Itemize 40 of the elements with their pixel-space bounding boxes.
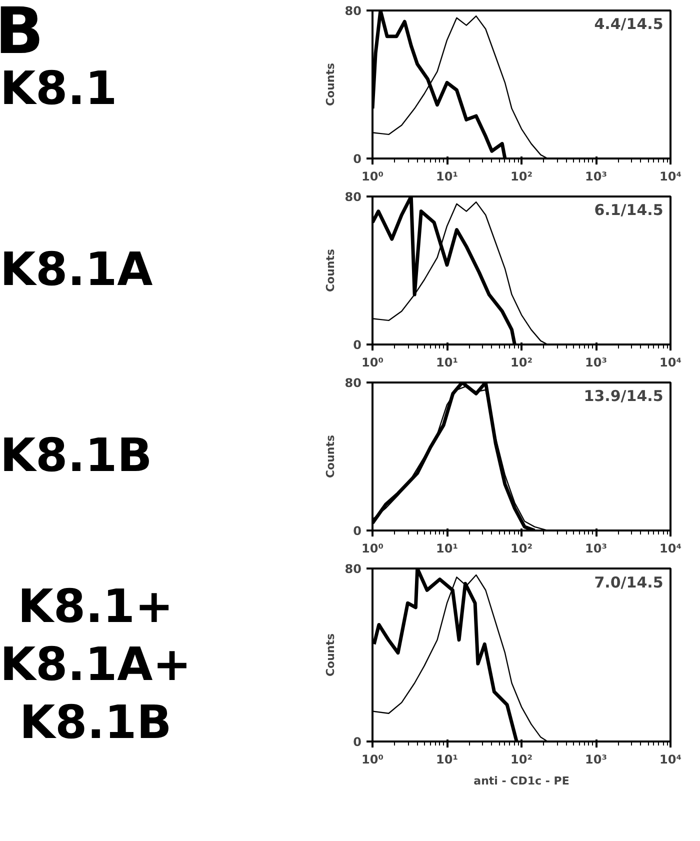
annotation: 4.4/14.5 [594,14,664,33]
annotation: 6.1/14.5 [594,200,664,219]
x-tick-label: 10² [510,170,532,184]
x-tick-label: 10⁴ [660,542,682,556]
y-tick-label: 0 [353,338,362,352]
x-tick-label: 10¹ [436,356,458,370]
x-tick-label: 10⁰ [362,542,384,556]
x-tick-label: 10³ [585,542,607,556]
y-tick-label: 80 [344,562,362,576]
x-tick-label: 10⁴ [660,752,682,766]
text: K8.1A [0,241,153,298]
y-axis-title: Counts [324,434,337,478]
x-tick-label: 10² [510,542,532,556]
x-tick-label: 10⁰ [362,356,384,370]
x-tick-label: 10¹ [436,752,458,766]
text: K8.1B [0,427,152,484]
annotation: 7.0/14.5 [594,574,664,592]
x-axis-title: anti - CD1c - PE [474,774,570,788]
annotation: 13.9/14.5 [584,386,664,405]
x-tick-label: 10¹ [436,170,458,184]
x-tick-label: 10² [510,356,532,370]
y-tick-label: 80 [344,4,362,18]
x-tick-label: 10⁴ [660,356,682,370]
x-tick-label: 10³ [585,170,607,184]
y-tick-label: 80 [344,190,362,204]
x-tick-label: 10⁴ [660,170,682,184]
x-tick-label: 10⁰ [362,170,384,184]
y-tick-label: 0 [353,735,362,749]
y-axis-title: Counts [324,62,337,106]
y-axis-title: Counts [324,248,337,292]
x-tick-label: 10² [510,752,532,766]
y-tick-label: 0 [353,524,362,538]
x-tick-label: 10³ [585,752,607,766]
x-tick-label: 10⁰ [362,752,384,766]
y-axis-title: Counts [324,633,337,677]
x-tick-label: 10³ [585,356,607,370]
x-tick-label: 10¹ [436,542,458,556]
y-tick-label: 0 [353,152,362,166]
text: K8.1+ K8.1A+ K8.1B [0,578,192,751]
y-tick-label: 80 [344,376,362,390]
